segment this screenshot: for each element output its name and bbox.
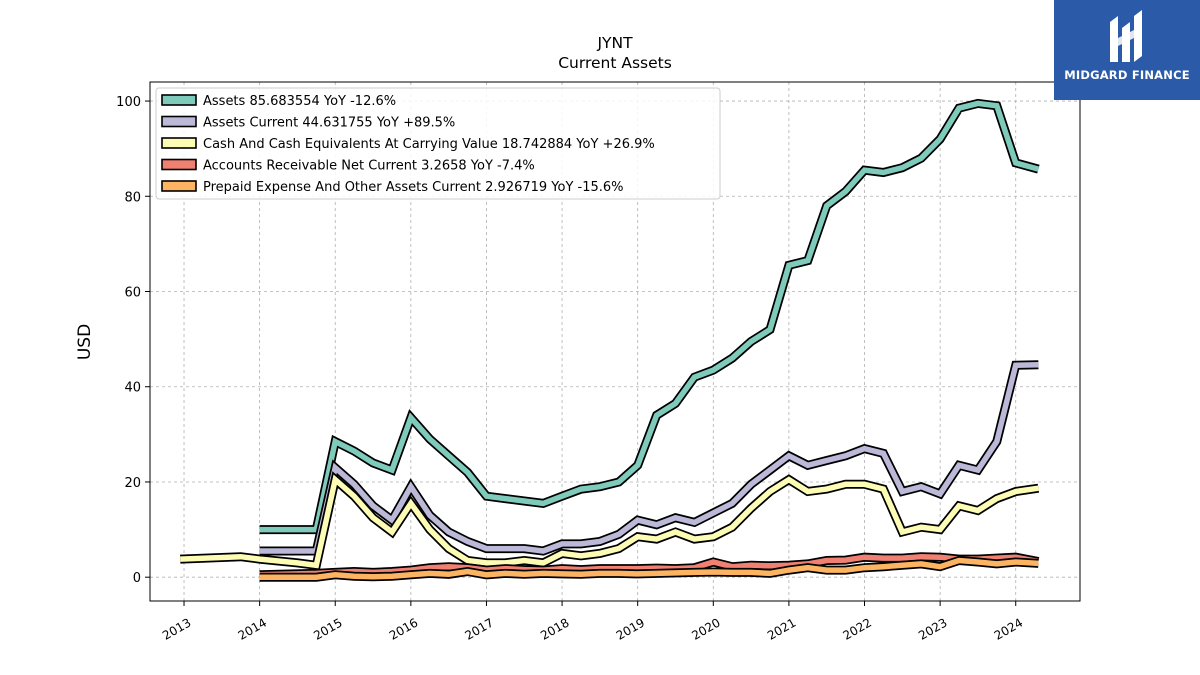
x-tick-label: 2018 (538, 615, 571, 642)
legend-label-2: Cash And Cash Equivalents At Carrying Va… (203, 137, 655, 152)
series-line-1 (259, 362, 1039, 554)
x-tick-label: 2021 (765, 615, 798, 642)
x-tick-label: 2023 (916, 615, 949, 642)
y-axis: 0 20 40 60 80 100 (116, 95, 150, 586)
y-tick-label: 60 (124, 286, 141, 301)
x-tick-label: 2016 (387, 615, 420, 642)
y-tick-label: 80 (124, 190, 141, 205)
x-tick-label: 2020 (689, 615, 722, 642)
legend-label-1: Assets Current 44.631755 YoY +89.5% (203, 116, 455, 131)
chart-subtitle: Current Assets (558, 54, 672, 72)
y-tick-label: 20 (124, 476, 141, 491)
brand-logo: MIDGARD FINANCE (1054, 0, 1200, 100)
y-tick-label: 0 (133, 571, 141, 586)
series-layer (180, 98, 1040, 582)
legend-swatch-0 (161, 94, 197, 106)
x-tick-label: 2015 (311, 615, 344, 642)
legend-swatch-2 (161, 137, 197, 149)
x-tick-label: 2013 (160, 615, 193, 642)
x-tick-label: 2024 (992, 615, 1025, 642)
series-line-4 (259, 557, 1039, 580)
legend-swatch-3 (161, 158, 197, 171)
chart-title: JYNT (596, 34, 633, 52)
y-tick-label: 100 (116, 95, 141, 110)
plot-frame (149, 81, 1081, 602)
series-line-0 (259, 100, 1040, 533)
y-tick-label: 40 (124, 381, 141, 396)
legend-label-0: Assets 85.683554 YoY -12.6% (203, 94, 396, 109)
legend-box (155, 87, 721, 200)
y-axis-label: USD (75, 324, 95, 360)
x-tick-label: 2019 (614, 615, 647, 642)
series-line-2 (180, 474, 1039, 569)
x-tick-label: 2022 (841, 615, 874, 642)
legend-label-4: Prepaid Expense And Other Assets Current… (203, 180, 624, 195)
x-axis: 2013 2014 2015 2016 2017 2018 2019 2020 2021 2022… (160, 601, 1025, 643)
legend-label-3: Accounts Receivable Net Current 3.2658 Y… (203, 159, 535, 174)
x-tick-label: 2014 (236, 615, 269, 642)
series-line-3 (259, 553, 1039, 578)
legend-swatch-4 (161, 180, 197, 192)
logo-mark-icon (1110, 10, 1142, 62)
x-tick-label: 2017 (463, 615, 496, 642)
legend-swatch-1 (161, 115, 197, 128)
legend: Assets 85.683554 YoY -12.6% Assets Curren… (155, 87, 721, 200)
logo-text: MIDGARD FINANCE (1064, 68, 1190, 82)
